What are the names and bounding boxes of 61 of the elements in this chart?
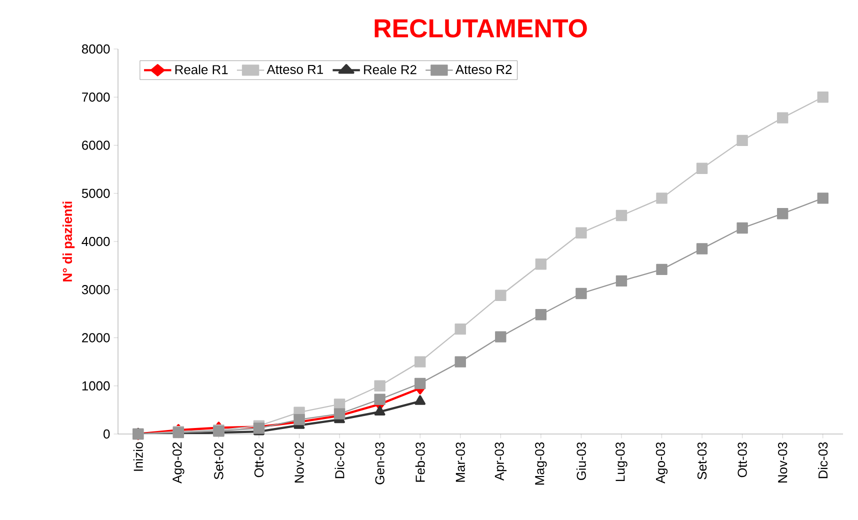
legend-label: Atteso R1 bbox=[266, 64, 323, 74]
point bbox=[656, 192, 668, 204]
point bbox=[776, 208, 788, 220]
point bbox=[696, 162, 708, 174]
y-tick-label: 8000 bbox=[82, 44, 110, 54]
x-tick-label: Giu-03 bbox=[576, 442, 586, 480]
x-tick-label: Mar-03 bbox=[456, 442, 465, 482]
point bbox=[656, 264, 668, 276]
x-tick-label: Nov-02 bbox=[294, 442, 304, 482]
point bbox=[736, 134, 748, 146]
x-tick-label: Set-02 bbox=[214, 442, 224, 480]
y-tick-label: 0 bbox=[104, 429, 110, 439]
x-tick-label: Mag-03 bbox=[535, 442, 547, 485]
y-tick-label: 3000 bbox=[82, 285, 110, 294]
point bbox=[414, 356, 426, 368]
x-tick-label: Dic-02 bbox=[334, 442, 344, 478]
x-tick-label: Lug-03 bbox=[616, 442, 628, 482]
point bbox=[696, 243, 708, 254]
x-tick-label: Inizio bbox=[133, 442, 143, 471]
point bbox=[535, 309, 547, 320]
x-tick-label: Apr-03 bbox=[494, 442, 507, 481]
x-tick-label: Set-03 bbox=[697, 442, 707, 480]
point bbox=[817, 92, 828, 103]
point bbox=[736, 222, 748, 234]
point bbox=[495, 331, 506, 342]
x-tick-label: Nov-03 bbox=[778, 442, 788, 482]
y-axis-title: N° di pazienti bbox=[62, 202, 75, 282]
x-tick-label: Gen-03 bbox=[375, 442, 384, 484]
x-tick-label: Ott-03 bbox=[738, 442, 747, 478]
y-tick-label: 1000 bbox=[82, 381, 110, 390]
point bbox=[616, 210, 628, 222]
x-tick-label: Feb-03 bbox=[415, 442, 425, 482]
legend-label: Reale R2 bbox=[364, 64, 416, 74]
point bbox=[414, 378, 426, 390]
point bbox=[294, 414, 305, 426]
x-tick-label: Ott-02 bbox=[254, 442, 264, 478]
chart-title: RECLUTAMENTO bbox=[374, 19, 587, 38]
point bbox=[334, 408, 346, 420]
x-tick-label: Ago-02 bbox=[172, 442, 184, 484]
point bbox=[454, 323, 466, 335]
point bbox=[616, 275, 628, 287]
y-tick-label: 2000 bbox=[82, 333, 110, 342]
point bbox=[374, 394, 386, 405]
y-tick-label: 7000 bbox=[82, 92, 110, 102]
point bbox=[374, 406, 386, 416]
point bbox=[576, 288, 587, 300]
legend-label: Reale R1 bbox=[175, 64, 228, 74]
y-tick-label: 6000 bbox=[82, 140, 110, 150]
x-tick-label: Dic-03 bbox=[818, 442, 828, 478]
point bbox=[776, 112, 788, 124]
point bbox=[535, 258, 547, 270]
point bbox=[495, 290, 506, 301]
point bbox=[817, 192, 828, 204]
legend-label: Atteso R2 bbox=[455, 64, 512, 74]
x-tick-label: Ago-03 bbox=[656, 442, 668, 484]
y-tick-label: 4000 bbox=[82, 236, 110, 246]
point bbox=[374, 380, 386, 392]
point bbox=[454, 356, 466, 368]
point bbox=[576, 227, 587, 238]
y-tick-label: 5000 bbox=[82, 188, 110, 198]
point bbox=[414, 395, 426, 405]
